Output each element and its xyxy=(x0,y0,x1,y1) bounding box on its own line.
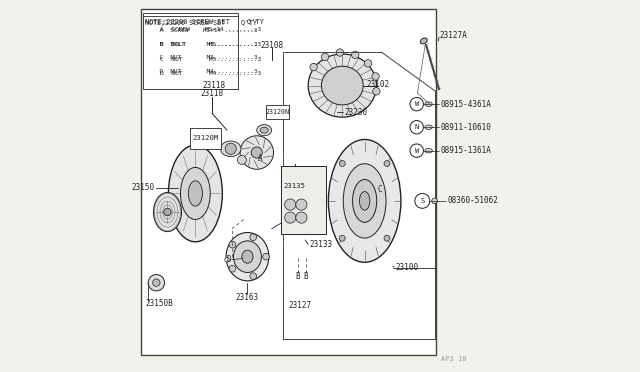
Ellipse shape xyxy=(240,136,273,169)
Circle shape xyxy=(296,212,307,223)
Ellipse shape xyxy=(168,145,222,242)
Text: D  NUT       M4...........3: D NUT M4...........3 xyxy=(145,71,261,76)
Circle shape xyxy=(296,199,307,210)
Ellipse shape xyxy=(260,127,268,133)
Ellipse shape xyxy=(154,193,181,231)
Bar xyxy=(143,16,238,89)
Circle shape xyxy=(410,97,424,111)
Ellipse shape xyxy=(328,140,401,262)
Ellipse shape xyxy=(251,147,262,158)
Bar xyxy=(266,105,289,119)
Ellipse shape xyxy=(425,125,433,129)
Text: S: S xyxy=(420,198,424,204)
Circle shape xyxy=(364,60,372,67)
Text: B: B xyxy=(296,272,300,280)
Text: 23127: 23127 xyxy=(288,301,311,310)
Ellipse shape xyxy=(420,38,428,44)
Bar xyxy=(190,128,221,149)
Ellipse shape xyxy=(321,66,364,105)
Text: N: N xyxy=(415,124,419,130)
Ellipse shape xyxy=(353,179,377,222)
Ellipse shape xyxy=(242,250,253,263)
Text: B  BOLT      M5...........3: B BOLT M5...........3 xyxy=(145,42,257,46)
Text: D: D xyxy=(227,255,231,264)
Circle shape xyxy=(229,241,236,248)
Circle shape xyxy=(229,265,236,272)
Text: 23120M: 23120M xyxy=(193,135,219,141)
Ellipse shape xyxy=(234,241,261,272)
Circle shape xyxy=(148,275,164,291)
Text: B  BOLT      M5...........3: B BOLT M5...........3 xyxy=(145,42,261,46)
Text: 23100: 23100 xyxy=(395,263,419,272)
Circle shape xyxy=(262,253,269,260)
Bar xyxy=(141,9,436,355)
Circle shape xyxy=(339,235,345,241)
Ellipse shape xyxy=(180,167,211,219)
Text: C  NUT       M5...........3: C NUT M5...........3 xyxy=(145,57,261,61)
Ellipse shape xyxy=(308,54,376,117)
Text: NOTE;23200 SCREW SET    Q'TY: NOTE;23200 SCREW SET Q'TY xyxy=(145,19,264,25)
Text: 08915-4361A: 08915-4361A xyxy=(440,100,491,109)
Circle shape xyxy=(336,49,344,56)
Text: 23133: 23133 xyxy=(310,240,333,249)
Ellipse shape xyxy=(360,192,370,210)
Text: AP3 10: AP3 10 xyxy=(442,356,467,362)
Text: 23135: 23135 xyxy=(284,183,306,189)
Ellipse shape xyxy=(221,141,241,157)
Circle shape xyxy=(310,63,317,71)
Circle shape xyxy=(372,73,380,80)
Circle shape xyxy=(339,161,345,167)
Text: 23118: 23118 xyxy=(202,81,225,90)
Ellipse shape xyxy=(226,232,269,281)
Circle shape xyxy=(250,273,257,279)
Ellipse shape xyxy=(257,125,271,136)
Circle shape xyxy=(384,235,390,241)
Text: C  NUT       M5...........3: C NUT M5...........3 xyxy=(145,55,257,60)
Bar xyxy=(143,13,238,89)
Bar xyxy=(281,166,326,234)
Circle shape xyxy=(250,234,257,241)
Ellipse shape xyxy=(432,198,437,203)
Text: 08360-51062: 08360-51062 xyxy=(447,196,499,205)
Text: W: W xyxy=(415,148,419,154)
Text: 23150: 23150 xyxy=(131,183,154,192)
Ellipse shape xyxy=(188,181,202,206)
Text: 23150B: 23150B xyxy=(145,299,173,308)
Circle shape xyxy=(285,212,296,223)
Circle shape xyxy=(285,199,296,210)
Text: B: B xyxy=(303,272,308,280)
Circle shape xyxy=(237,155,246,164)
Circle shape xyxy=(410,144,424,157)
Text: 23127A: 23127A xyxy=(440,31,468,40)
Text: D  NUT       M4...........3: D NUT M4...........3 xyxy=(145,69,257,74)
Circle shape xyxy=(225,143,236,154)
Text: A: A xyxy=(257,154,262,163)
Circle shape xyxy=(321,53,329,61)
FancyBboxPatch shape xyxy=(190,136,205,149)
Circle shape xyxy=(225,257,229,262)
Text: W: W xyxy=(415,101,419,107)
Circle shape xyxy=(351,51,359,58)
Text: A  SCREW    M5×14 ........3: A SCREW M5×14 ........3 xyxy=(145,28,257,33)
Circle shape xyxy=(410,121,424,134)
Text: 23163: 23163 xyxy=(236,293,259,302)
Circle shape xyxy=(152,279,160,286)
Circle shape xyxy=(372,87,380,95)
Text: NOTE;23200 SCREW SET    Q'TY: NOTE;23200 SCREW SET Q'TY xyxy=(145,20,257,26)
Ellipse shape xyxy=(343,164,386,238)
Text: 23108: 23108 xyxy=(260,41,284,50)
Text: A  SCREW    M5×14 ........3: A SCREW M5×14 ........3 xyxy=(145,27,261,32)
Text: 23102: 23102 xyxy=(367,80,390,89)
Circle shape xyxy=(415,193,429,208)
Text: 08911-10610: 08911-10610 xyxy=(440,123,491,132)
Ellipse shape xyxy=(425,148,433,153)
Text: 23118: 23118 xyxy=(200,89,224,98)
Circle shape xyxy=(164,208,172,216)
Circle shape xyxy=(384,161,390,167)
Text: 23120N: 23120N xyxy=(266,109,290,115)
Text: C: C xyxy=(377,185,382,194)
Ellipse shape xyxy=(425,102,433,106)
Text: 23230: 23230 xyxy=(345,108,368,117)
Text: 08915-1361A: 08915-1361A xyxy=(440,146,491,155)
